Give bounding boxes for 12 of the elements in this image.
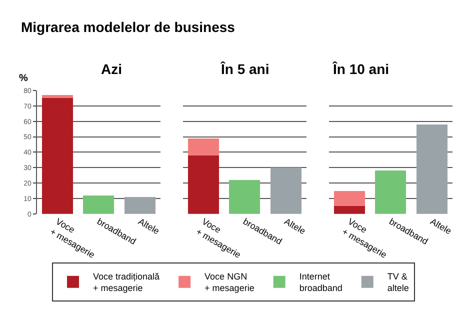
chart-title: În 5 ani bbox=[220, 61, 270, 77]
x-tick-label: Altele bbox=[282, 216, 308, 236]
legend-label: TV & altele bbox=[387, 272, 409, 294]
chart-title: Azi bbox=[101, 61, 122, 77]
chart-title: În 10 ani bbox=[332, 61, 390, 77]
legend-label: Voce tradițională + mesagerie bbox=[93, 272, 160, 294]
text: Migrarea modelelor de business bbox=[21, 19, 236, 35]
legend-label: Voce NGN + mesagerie bbox=[204, 272, 254, 294]
legend-label: Internet broadband bbox=[299, 272, 342, 294]
y-axis-title: % bbox=[19, 73, 28, 84]
x-tick-label: Altele bbox=[428, 216, 454, 236]
x-tick-label: Altele bbox=[136, 216, 162, 236]
